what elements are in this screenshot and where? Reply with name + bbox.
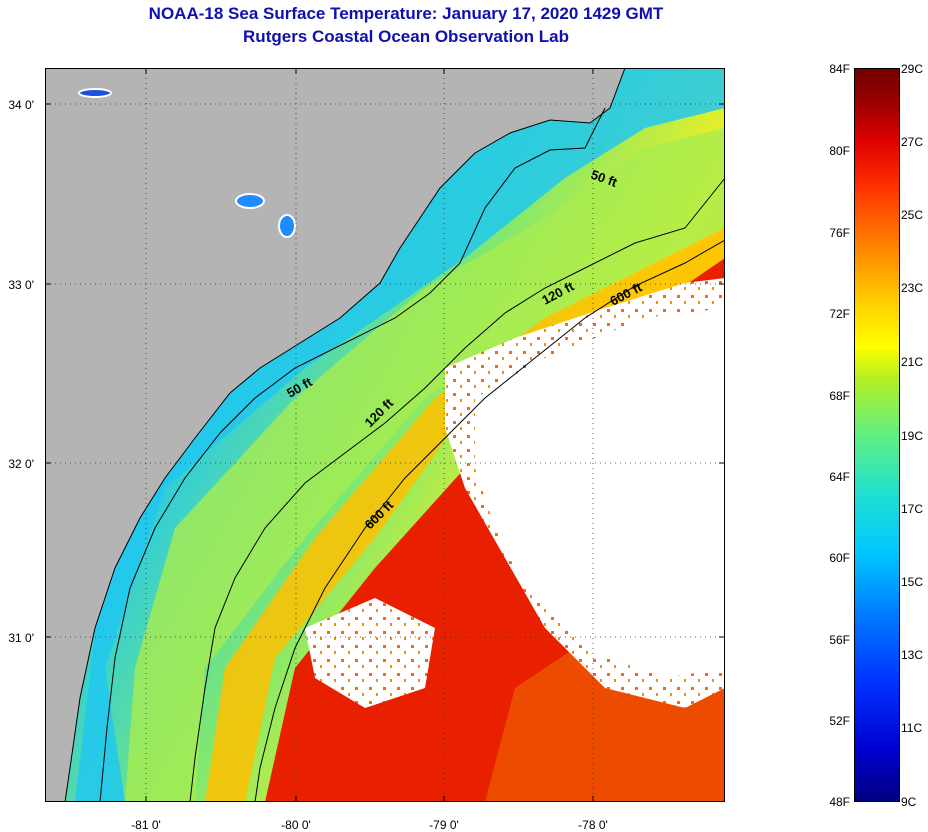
map-tick-marks	[45, 68, 725, 802]
colorbar-c-label: 21C	[901, 355, 924, 369]
inland-lake	[235, 193, 265, 209]
colorbar-c-label: 25C	[901, 208, 924, 222]
shelf-green-band	[125, 128, 725, 802]
colorbar-f-label: 80F	[829, 144, 850, 158]
land-mass	[45, 68, 625, 802]
cloud-mask-southwest	[305, 598, 435, 708]
colorbar-c-label: 19C	[901, 429, 924, 443]
inland-lake	[78, 88, 112, 98]
map-subtitle: Rutgers Coastal Ocean Observation Lab	[243, 27, 569, 46]
lat-label-31: 31 0'	[8, 631, 34, 645]
lon-label-81: -81 0'	[131, 818, 161, 832]
map-frame	[45, 68, 725, 802]
lat-label-34: 34 0'	[8, 98, 34, 112]
colorbar-c-label: 27C	[901, 135, 924, 149]
outer-shelf-band	[205, 228, 725, 802]
colorbar-c-label: 13C	[901, 648, 924, 662]
lat-label-33: 33 0'	[8, 278, 34, 292]
graticule	[45, 68, 725, 802]
lon-label-79: -79 0'	[429, 818, 459, 832]
lon-label-80: -80 0'	[281, 818, 311, 832]
lon-label-78: -78 0'	[578, 818, 608, 832]
colorbar-c-label: 23C	[901, 281, 924, 295]
colorbar-c-label: 17C	[901, 502, 924, 516]
contour-120ft	[189, 177, 725, 802]
contour-600ft	[254, 239, 725, 802]
lat-label-32: 32 0'	[8, 457, 34, 471]
colorbar-f-label: 72F	[829, 307, 850, 321]
colorbar-f-label: 84F	[829, 62, 850, 76]
inland-lake	[278, 214, 296, 238]
colorbar-f-label: 68F	[829, 389, 850, 403]
colorbar-c-label: 9C	[901, 795, 917, 809]
colorbar-f-label: 76F	[829, 226, 850, 240]
colorbar-c-label: 15C	[901, 575, 924, 589]
coastline	[64, 68, 626, 802]
temperature-colorbar	[854, 68, 900, 802]
sst-map: 50 ft 50 ft 120 ft 120 ft 600 ft 600 ft	[45, 68, 725, 802]
map-title: NOAA-18 Sea Surface Temperature: January…	[148, 4, 664, 23]
colorbar-f-label: 60F	[829, 551, 850, 565]
contour-50ft	[99, 107, 606, 802]
colorbar-c-label: 29C	[901, 62, 924, 76]
colorbar-f-label: 52F	[829, 714, 850, 728]
colorbar-f-label: 56F	[829, 633, 850, 647]
colorbar-f-label: 64F	[829, 470, 850, 484]
colorbar-f-label: 48F	[829, 795, 850, 809]
colorbar-c-label: 11C	[901, 721, 923, 735]
cloud-mask-core	[475, 308, 725, 678]
